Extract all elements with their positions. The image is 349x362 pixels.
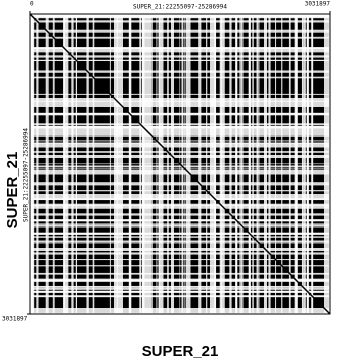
plot-area	[29, 13, 331, 315]
x-axis-label: SUPER_21	[142, 343, 219, 360]
x-tick-label: 3031897	[305, 1, 331, 8]
gap-row	[30, 47, 330, 50]
frame	[29, 13, 331, 315]
gap-column	[63, 14, 66, 314]
x-tick-label: 0	[30, 1, 34, 8]
y-tick-label: 3031897	[2, 316, 28, 323]
chart-title: SUPER_21:22255097-25286994	[133, 4, 227, 11]
y-axis-label: SUPER_21	[4, 152, 21, 229]
y-axis-title: SUPER_21:22255097-25286994	[23, 128, 30, 222]
diagonal	[29, 13, 331, 315]
